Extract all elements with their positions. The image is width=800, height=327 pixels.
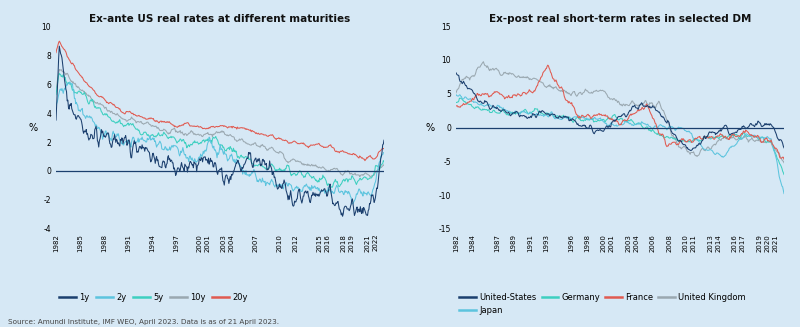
Y-axis label: %: %: [426, 123, 435, 132]
Title: Ex-ante US real rates at different maturities: Ex-ante US real rates at different matur…: [90, 14, 350, 24]
Legend: United-States, Japan, Germany, France, United Kingdom: United-States, Japan, Germany, France, U…: [456, 290, 750, 318]
Y-axis label: %: %: [29, 123, 38, 132]
Legend: 1y, 2y, 5y, 10y, 20y: 1y, 2y, 5y, 10y, 20y: [56, 290, 251, 305]
Text: Source: Amundi Institute, IMF WEO, April 2023. Data is as of 21 April 2023.: Source: Amundi Institute, IMF WEO, April…: [8, 319, 279, 325]
Title: Ex-post real short-term rates in selected DM: Ex-post real short-term rates in selecte…: [489, 14, 751, 24]
